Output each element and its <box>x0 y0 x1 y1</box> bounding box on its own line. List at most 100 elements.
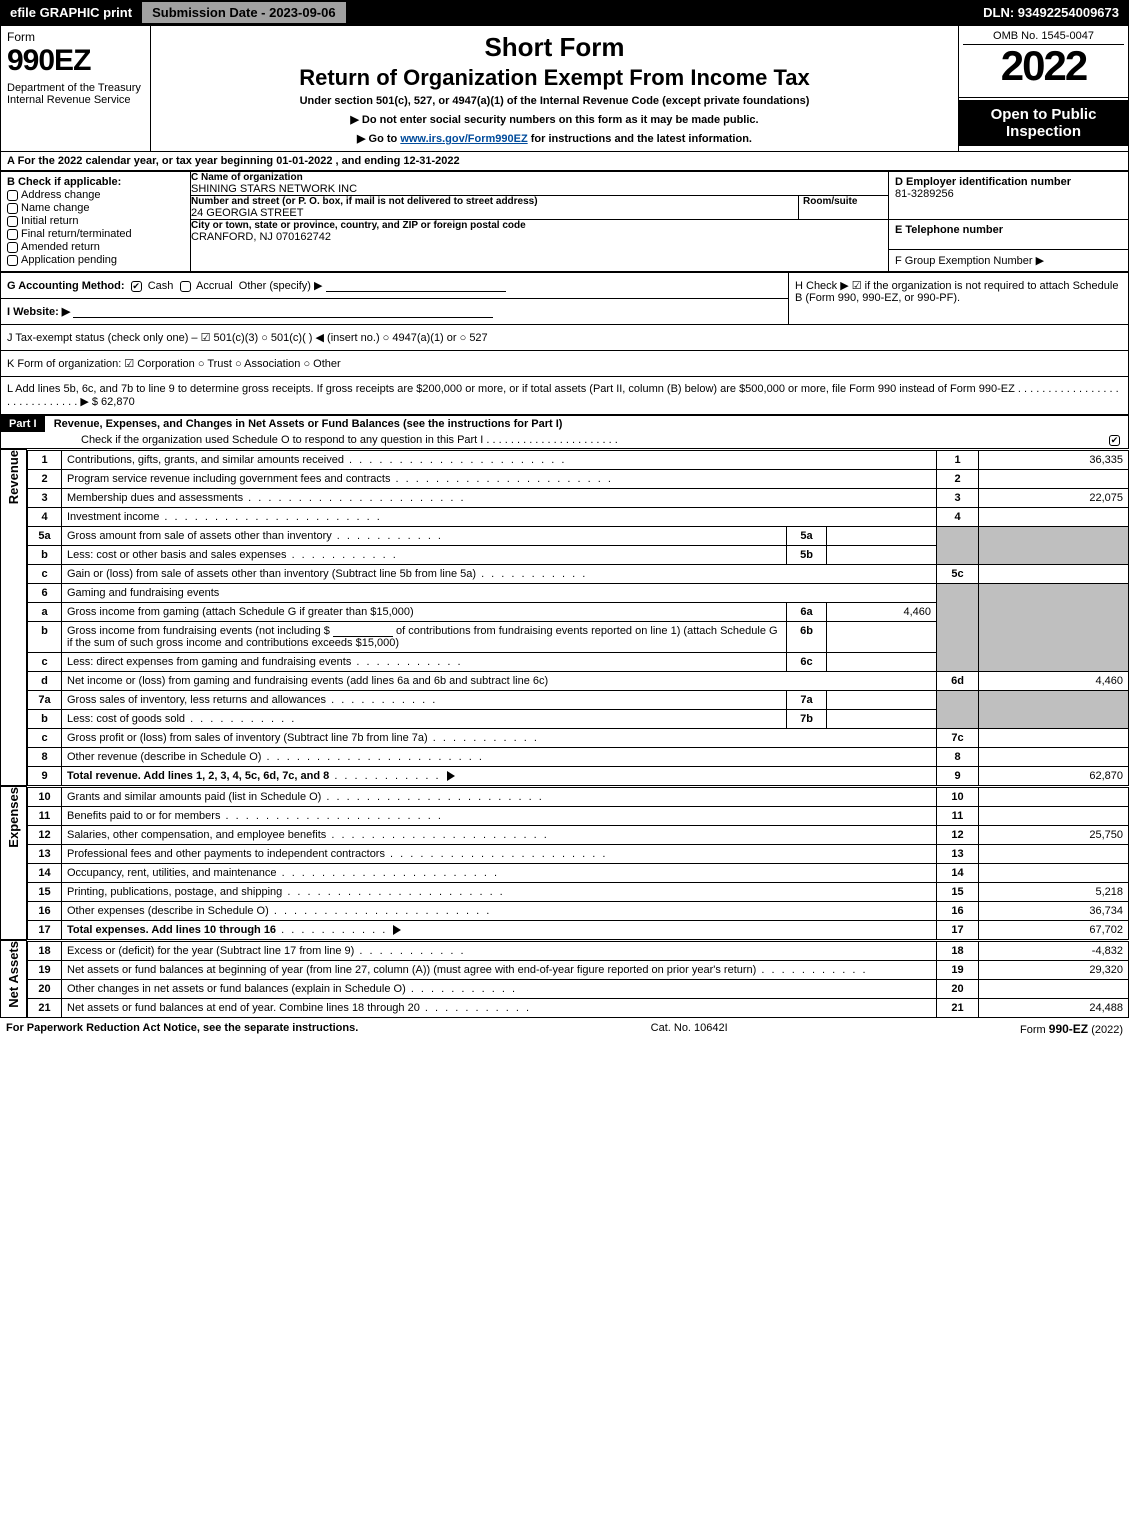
l19-desc: Net assets or fund balances at beginning… <box>62 960 937 979</box>
footer-right-c: (2022) <box>1088 1024 1123 1036</box>
l17-desc: Total expenses. Add lines 10 through 16 <box>67 924 276 936</box>
l7a-desc: Gross sales of inventory, less returns a… <box>62 690 787 709</box>
l13-no: 13 <box>28 844 62 863</box>
l6d-amt: 4,460 <box>979 671 1129 690</box>
part1-title-table: Part I Revenue, Expenses, and Changes in… <box>0 415 1129 449</box>
l6b-desc-a: Gross income from fundraising events (no… <box>67 625 330 637</box>
i-website-cell: I Website: ▶ <box>1 299 789 325</box>
d-label: D Employer identification number <box>895 176 1122 188</box>
revenue-side-text: Revenue <box>6 450 21 504</box>
l9-desc-cell: Total revenue. Add lines 1, 2, 3, 4, 5c,… <box>62 766 937 785</box>
l17-idx: 17 <box>937 920 979 939</box>
l6a-desc: Gross income from gaming (attach Schedul… <box>62 602 787 621</box>
g-accrual-checkbox[interactable] <box>180 281 191 292</box>
cb-final-return-label: Final return/terminated <box>21 228 132 240</box>
netassets-side-text: Net Assets <box>6 941 21 1008</box>
l6d-desc: Net income or (loss) from gaming and fun… <box>62 671 937 690</box>
street-value: 24 GEORGIA STREET <box>191 207 798 219</box>
expenses-side-label: Expenses <box>1 787 27 940</box>
cb-address-change[interactable]: Address change <box>7 189 184 201</box>
l14-no: 14 <box>28 863 62 882</box>
l7b-no: b <box>28 709 62 728</box>
l12-amt: 25,750 <box>979 825 1129 844</box>
l11-desc: Benefits paid to or for members <box>62 806 937 825</box>
l6c-grey <box>937 652 979 671</box>
l4-desc: Investment income <box>62 507 937 526</box>
efile-print-label[interactable]: efile GRAPHIC print <box>2 2 140 23</box>
l7a-amt-grey <box>979 690 1129 709</box>
cb-amended-return-label: Amended return <box>21 241 100 253</box>
header-left-cell: Form 990EZ Department of the Treasury In… <box>1 26 151 152</box>
l4-amt <box>979 507 1129 526</box>
l6b-sub: 6b <box>787 621 827 652</box>
ein-value: 81-3289256 <box>895 188 1122 200</box>
cb-amended-return[interactable]: Amended return <box>7 241 184 253</box>
l20-amt <box>979 979 1129 998</box>
l6b-blank[interactable] <box>333 625 393 637</box>
l16-amt: 36,734 <box>979 901 1129 920</box>
l7b-subamt <box>827 709 937 728</box>
revenue-lines: 1Contributions, gifts, grants, and simil… <box>27 450 1129 786</box>
part1-sub: Check if the organization used Schedule … <box>81 434 618 446</box>
goto-link[interactable]: www.irs.gov/Form990EZ <box>400 133 527 145</box>
j-tax-exempt-cell: J Tax-exempt status (check only one) – ☑… <box>1 325 1129 351</box>
cb-final-return[interactable]: Final return/terminated <box>7 228 184 240</box>
l3-no: 3 <box>28 488 62 507</box>
top-bar: efile GRAPHIC print Submission Date - 20… <box>0 0 1129 25</box>
header-right-cell: OMB No. 1545-0047 2022 <box>959 26 1129 98</box>
l7c-idx: 7c <box>937 728 979 747</box>
footer-right: Form 990-EZ (2022) <box>1020 1022 1123 1036</box>
l6d-idx: 6d <box>937 671 979 690</box>
l21-amt: 24,488 <box>979 998 1129 1017</box>
l1-no: 1 <box>28 450 62 469</box>
netassets-lines: 18Excess or (deficit) for the year (Subt… <box>27 941 1129 1018</box>
l12-no: 12 <box>28 825 62 844</box>
g-cash-checkbox[interactable] <box>131 281 142 292</box>
l7b-amt-grey <box>979 709 1129 728</box>
l7a-subamt <box>827 690 937 709</box>
footer-right-b: 990-EZ <box>1049 1022 1088 1036</box>
l11-idx: 11 <box>937 806 979 825</box>
form-header-table: Form 990EZ Department of the Treasury In… <box>0 25 1129 171</box>
cb-name-change[interactable]: Name change <box>7 202 184 214</box>
footer-left-text: For Paperwork Reduction Act Notice, see … <box>6 1022 358 1034</box>
h-cell: H Check ▶ ☑ if the organization is not r… <box>789 273 1129 325</box>
l5c-desc: Gain or (loss) from sale of assets other… <box>62 564 937 583</box>
l5a-subamt <box>827 526 937 545</box>
cb-application-pending[interactable]: Application pending <box>7 254 184 266</box>
submission-date-label: Submission Date - 2023-09-06 <box>140 2 348 23</box>
l6-no: 6 <box>28 583 62 602</box>
l21-idx: 21 <box>937 998 979 1017</box>
l8-no: 8 <box>28 747 62 766</box>
l11-no: 11 <box>28 806 62 825</box>
form-word: Form <box>7 30 144 44</box>
l6b-amt-grey <box>979 621 1129 652</box>
l17-amt: 67,702 <box>979 920 1129 939</box>
part1-schedule-o-checkbox[interactable] <box>1109 435 1120 446</box>
l16-no: 16 <box>28 901 62 920</box>
cb-initial-return[interactable]: Initial return <box>7 215 184 227</box>
l10-desc: Grants and similar amounts paid (list in… <box>62 787 937 806</box>
city-label: City or town, state or province, country… <box>191 220 888 231</box>
short-form-title: Short Form <box>157 32 952 63</box>
l6-desc: Gaming and fundraising events <box>62 583 937 602</box>
h-text: H Check ▶ ☑ if the organization is not r… <box>795 279 1122 304</box>
l7c-desc: Gross profit or (loss) from sales of inv… <box>62 728 937 747</box>
return-title: Return of Organization Exempt From Incom… <box>157 65 952 91</box>
expenses-side-text: Expenses <box>6 787 21 848</box>
page-footer: For Paperwork Reduction Act Notice, see … <box>0 1018 1129 1040</box>
l9-desc: Total revenue. Add lines 1, 2, 3, 4, 5c,… <box>67 770 329 782</box>
l6-grey <box>937 583 979 602</box>
g-other-blank[interactable] <box>326 280 506 292</box>
l5b-grey <box>937 545 979 564</box>
under-section-text: Under section 501(c), 527, or 4947(a)(1)… <box>157 95 952 107</box>
l20-no: 20 <box>28 979 62 998</box>
netassets-table: Net Assets 18Excess or (deficit) for the… <box>0 940 1129 1018</box>
cb-name-change-label: Name change <box>21 202 90 214</box>
l5a-sub: 5a <box>787 526 827 545</box>
l2-desc: Program service revenue including govern… <box>62 469 937 488</box>
l21-desc: Net assets or fund balances at end of ye… <box>62 998 937 1017</box>
department-label: Department of the Treasury Internal Reve… <box>7 82 144 106</box>
i-website-blank[interactable] <box>73 306 493 318</box>
goto-instruction: ▶ Go to www.irs.gov/Form990EZ for instru… <box>157 132 952 145</box>
